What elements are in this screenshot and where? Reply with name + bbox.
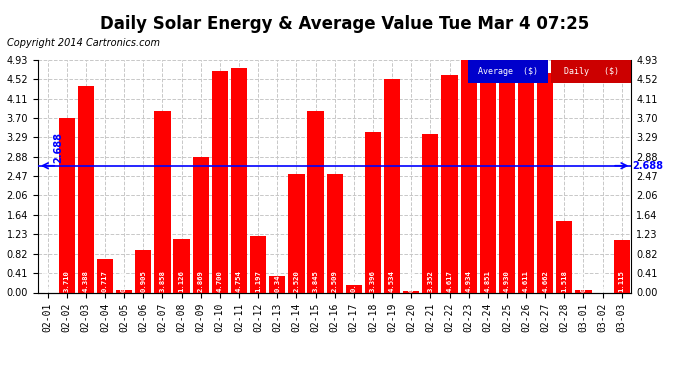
- Bar: [468, 60, 549, 83]
- Bar: [230, 68, 247, 292]
- Text: 4.534: 4.534: [389, 270, 395, 291]
- Text: 2.869: 2.869: [197, 270, 204, 291]
- Bar: [78, 86, 94, 292]
- Text: 1.115: 1.115: [619, 270, 624, 291]
- Bar: [442, 75, 457, 292]
- Bar: [613, 240, 630, 292]
- Bar: [269, 276, 286, 292]
- Text: 4.930: 4.930: [504, 270, 510, 291]
- Text: Daily Solar Energy & Average Value Tue Mar 4 07:25: Daily Solar Energy & Average Value Tue M…: [100, 15, 590, 33]
- Text: 4.851: 4.851: [485, 270, 491, 291]
- Text: 4.934: 4.934: [466, 270, 472, 291]
- Text: 4.662: 4.662: [542, 270, 549, 291]
- Text: Average  ($): Average ($): [478, 67, 538, 76]
- Text: 0.164: 0.164: [351, 270, 357, 291]
- Bar: [551, 60, 631, 83]
- Bar: [575, 290, 591, 292]
- Bar: [403, 291, 420, 292]
- Text: 1.518: 1.518: [562, 270, 567, 291]
- Bar: [365, 132, 381, 292]
- Text: Copyright 2014 Cartronics.com: Copyright 2014 Cartronics.com: [7, 38, 160, 48]
- Text: 0.345: 0.345: [274, 270, 280, 291]
- Text: 2.520: 2.520: [293, 270, 299, 291]
- Text: 3.845: 3.845: [313, 270, 319, 291]
- Bar: [537, 73, 553, 292]
- Bar: [307, 111, 324, 292]
- Bar: [518, 75, 534, 292]
- Bar: [346, 285, 362, 292]
- Text: 0.059: 0.059: [580, 270, 586, 291]
- Bar: [480, 64, 496, 292]
- Text: 4.700: 4.700: [217, 270, 223, 291]
- Text: 4.617: 4.617: [446, 270, 453, 291]
- Text: 0.028: 0.028: [408, 270, 414, 291]
- Text: 3.858: 3.858: [159, 270, 166, 291]
- Text: 3.710: 3.710: [63, 270, 70, 291]
- Bar: [59, 117, 75, 292]
- Bar: [288, 174, 304, 292]
- Bar: [499, 60, 515, 292]
- Text: Daily   ($): Daily ($): [564, 67, 619, 76]
- Bar: [212, 71, 228, 292]
- Text: 2.688: 2.688: [53, 132, 63, 164]
- Bar: [326, 174, 343, 292]
- Text: 2.688: 2.688: [633, 161, 664, 171]
- Bar: [173, 239, 190, 292]
- Text: 1.197: 1.197: [255, 270, 261, 291]
- Bar: [116, 290, 132, 292]
- Bar: [97, 259, 113, 292]
- Bar: [422, 134, 439, 292]
- Text: 3.352: 3.352: [427, 270, 433, 291]
- Text: 4.388: 4.388: [83, 270, 89, 291]
- Text: 4.611: 4.611: [523, 270, 529, 291]
- Text: 4.754: 4.754: [236, 270, 242, 291]
- Bar: [384, 79, 400, 292]
- Bar: [556, 221, 573, 292]
- Text: 1.126: 1.126: [179, 270, 184, 291]
- Text: 0.000: 0.000: [45, 270, 50, 291]
- Text: 3.396: 3.396: [370, 270, 376, 291]
- Bar: [250, 236, 266, 292]
- Text: 0.905: 0.905: [140, 270, 146, 291]
- Bar: [135, 250, 151, 292]
- Text: 0.717: 0.717: [102, 270, 108, 291]
- Text: 0.045: 0.045: [121, 270, 127, 291]
- Text: 2.509: 2.509: [332, 270, 337, 291]
- Bar: [460, 60, 477, 292]
- Text: 0.000: 0.000: [600, 270, 606, 291]
- Bar: [155, 111, 170, 292]
- Bar: [193, 157, 209, 292]
